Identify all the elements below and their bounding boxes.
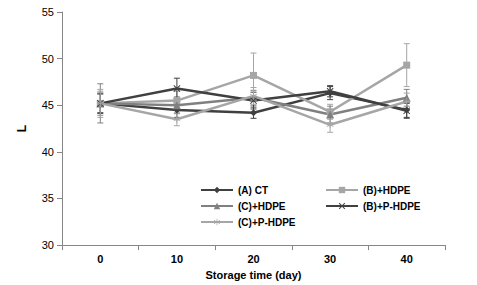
svg-text:(C)+HDPE: (C)+HDPE: [238, 201, 286, 212]
svg-text:Storage time (day): Storage time (day): [206, 269, 302, 281]
svg-text:35: 35: [42, 192, 54, 204]
svg-text:30: 30: [324, 253, 336, 265]
svg-text:40: 40: [42, 146, 54, 158]
svg-text:(B)+HDPE: (B)+HDPE: [363, 185, 411, 196]
svg-text:50: 50: [42, 53, 54, 65]
svg-text:30: 30: [42, 239, 54, 251]
svg-text:55: 55: [42, 6, 54, 18]
svg-text:(C)+P-HDPE: (C)+P-HDPE: [238, 217, 296, 228]
svg-text:0: 0: [97, 253, 103, 265]
svg-text:40: 40: [401, 253, 413, 265]
svg-text:45: 45: [42, 99, 54, 111]
svg-text:20: 20: [247, 253, 259, 265]
svg-text:(B)+P-HDPE: (B)+P-HDPE: [363, 201, 421, 212]
svg-text:10: 10: [171, 253, 183, 265]
svg-text:L: L: [15, 125, 29, 132]
svg-text:(A) CT: (A) CT: [238, 185, 268, 196]
